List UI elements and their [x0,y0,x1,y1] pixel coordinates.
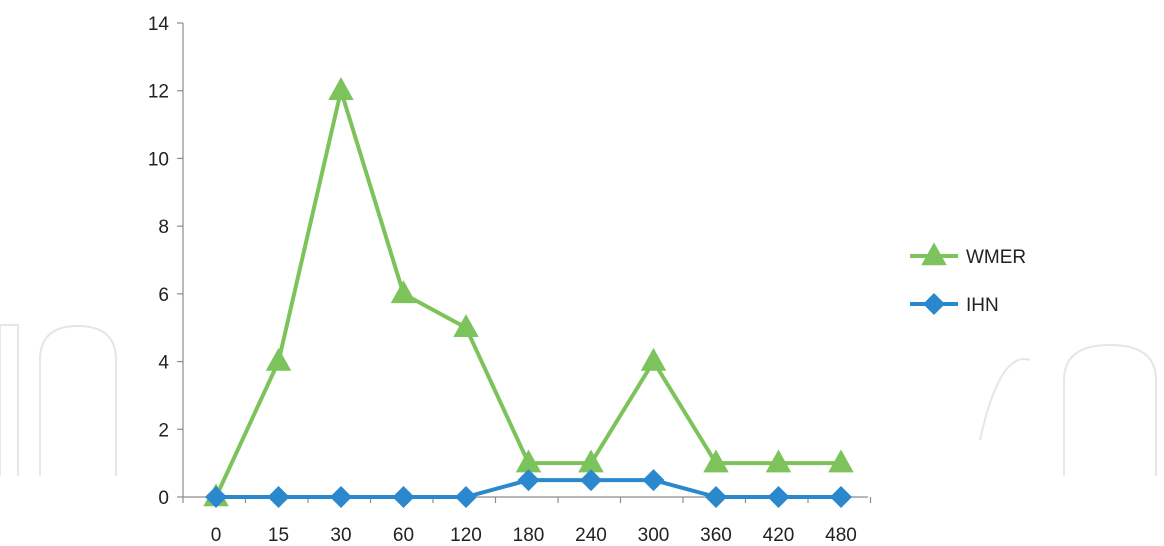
data-point-ihn [267,486,290,508]
x-tick-label: 300 [638,525,670,546]
legend-label-wmer: WMER [966,247,1026,268]
y-tick-label: 10 [148,149,169,170]
data-point-wmer [640,347,667,371]
data-point-ihn [705,486,727,508]
x-tick-label: 15 [268,525,289,546]
data-point-ihn [580,469,602,492]
data-point-ihn [517,469,540,492]
data-point-ihn [642,469,665,492]
legend-marker-ihn [923,293,945,315]
x-tick-label: 120 [450,525,482,546]
data-point-wmer [453,314,479,337]
data-point-ihn [767,486,790,508]
x-tick-label: 30 [330,525,351,546]
x-tick-label: 0 [211,525,222,546]
y-tick-label: 8 [158,217,169,238]
data-point-wmer [828,449,854,473]
y-tick-label: 0 [158,488,169,509]
data-point-wmer [390,280,417,304]
data-point-ihn [455,486,477,508]
watermark [0,324,1157,476]
series-layer [203,77,854,508]
data-point-ihn [330,486,352,508]
x-tick-label: 420 [763,525,795,546]
data-point-wmer [328,77,354,100]
x-tick-label: 480 [825,525,857,546]
data-point-ihn [830,486,852,508]
data-point-ihn [205,486,227,508]
x-tick-label: 180 [513,525,545,546]
y-tick-label: 4 [158,353,169,374]
x-tick-label: 60 [393,525,414,546]
data-point-wmer [515,449,542,473]
legend-marker-wmer [921,242,947,266]
y-tick-label: 6 [158,285,169,306]
series-line-wmer [214,88,841,498]
legend-label-ihn: IHN [966,295,999,316]
data-point-ihn [392,486,415,508]
data-point-wmer [578,449,604,473]
y-tick-label: 2 [158,420,169,441]
data-point-wmer [703,449,729,473]
y-tick-label: 12 [148,82,169,103]
data-point-wmer [265,347,292,371]
data-point-wmer [765,449,792,473]
legend: WMER IHN [910,242,1026,316]
axes: 0 2 4 6 8 10 12 14 0 15 30 60 120 180 240 300 360 420 480 [148,14,872,546]
x-tick-label: 360 [700,525,732,546]
y-tick-label: 14 [148,14,170,35]
x-tick-label: 240 [575,525,607,546]
